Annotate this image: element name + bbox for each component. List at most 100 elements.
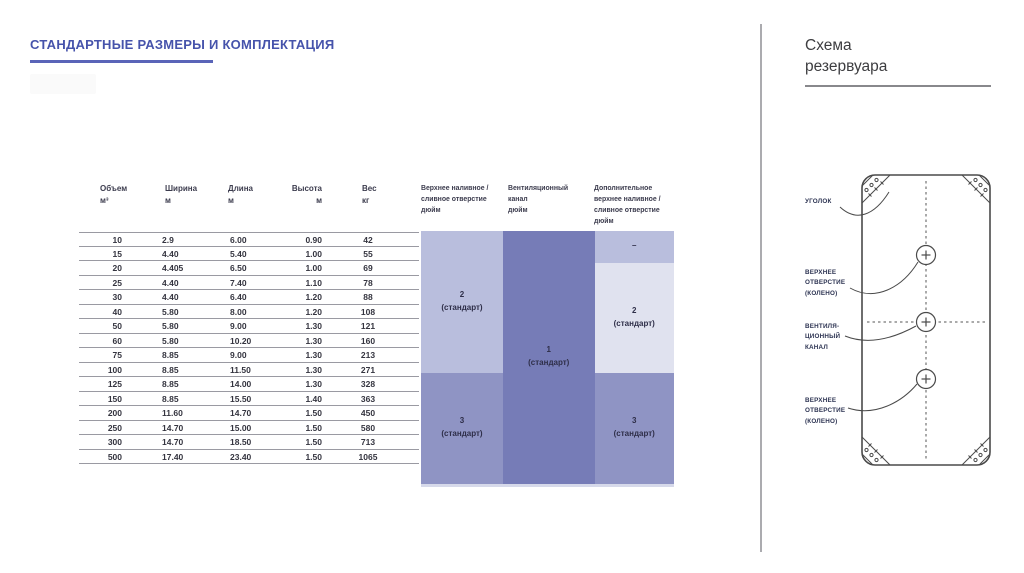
table-cell: 8.85	[162, 393, 179, 404]
table-row: 125 8.85 14.00 1.30 328	[79, 377, 419, 392]
table-cell: 60	[112, 335, 122, 346]
table-cell: 9.00	[230, 350, 247, 360]
table-cell: 11.60	[162, 408, 183, 418]
table-cell: 42	[363, 235, 373, 245]
fittings-column-header: Вентиляционный канал дюйм	[508, 185, 569, 215]
table-row: 100 8.85 11.50 1.30 271	[79, 363, 419, 377]
table-cell: 5.80	[162, 321, 179, 331]
title-underline-accent	[30, 60, 213, 63]
table-cell: 8.85	[162, 364, 179, 375]
table-cell: 1.40	[305, 393, 322, 404]
table-cell: 1.00	[305, 263, 322, 273]
table-cell: 1.50	[305, 437, 322, 447]
table-cell: 213	[360, 350, 376, 360]
table-cell: 250	[107, 422, 122, 433]
table-row: 75 8.85 9.00 1.30 213	[79, 348, 419, 363]
bottom-opening-icon	[915, 368, 937, 390]
table-cell: 15	[112, 248, 122, 259]
table-cell: 8.85	[162, 379, 179, 389]
table-row: 60 5.80 10.20 1.30 160	[79, 334, 419, 348]
table-cell: 1.20	[305, 306, 322, 317]
fittings-column-header: Верхнее наливное / сливное отверстие дюй…	[421, 185, 489, 215]
table-cell: 10.20	[230, 335, 252, 346]
fitting-standard-block: 3 (стандарт)	[594, 372, 674, 484]
table-column-header: Ширина м	[165, 184, 198, 205]
tank-diagram	[839, 174, 991, 466]
table-cell: 23.40	[230, 451, 252, 462]
table-cell: 2.9	[162, 235, 174, 245]
table-cell: 9.00	[230, 321, 247, 331]
callout-leader-lines	[839, 191, 919, 412]
diagram-title-underline	[805, 85, 991, 87]
table-row: 10 2.9 6.00 0.90 42	[79, 232, 419, 247]
table-row: 300 14.70 18.50 1.50 713	[79, 435, 419, 450]
table-cell: 5.40	[230, 248, 247, 259]
table-cell: 5.80	[162, 335, 179, 346]
table-cell: 30	[112, 292, 122, 302]
table-cell: 8.85	[162, 350, 179, 360]
table-cell: 15.50	[230, 393, 252, 404]
faint-logo-placeholder	[30, 74, 96, 94]
table-cell: 108	[360, 306, 376, 317]
table-cell: 1.20	[305, 292, 322, 302]
size-table: 10 2.9 6.00 0.90 42 15 4.40 5.40 1.00 55 20 4.405 6.…	[79, 232, 419, 464]
section-divider	[760, 24, 762, 552]
table-row: 250 14.70 15.00 1.50 580	[79, 421, 419, 435]
table-cell: 0.90	[305, 235, 322, 245]
table-row: 30 4.40 6.40 1.20 88	[79, 290, 419, 305]
table-column-header: Объем м³	[100, 184, 128, 205]
diagram-callout-label: ВЕРХНЕЕ ОТВЕРСТИЕ (КОЛЕНО)	[805, 397, 846, 425]
table-cell: 14.70	[230, 408, 252, 418]
table-cell: 10	[112, 235, 122, 245]
table-cell: 11.50	[230, 364, 251, 375]
fittings-bottom-strip	[421, 484, 674, 487]
table-cell: 50	[112, 321, 122, 331]
fitting-standard-block: –	[594, 230, 674, 263]
table-cell: 4.405	[162, 263, 184, 273]
table-cell: 328	[360, 379, 376, 389]
table-cell: 40	[112, 306, 122, 317]
table-cell: 150	[107, 393, 122, 404]
table-column-header: Вес кг	[362, 184, 377, 205]
top-opening-icon	[915, 244, 937, 266]
table-cell: 20	[112, 263, 122, 273]
fitting-standard-block: 1 (стандарт)	[503, 230, 595, 484]
table-cell: 6.00	[230, 235, 247, 245]
table-cell: 450	[360, 408, 376, 418]
table-cell: 78	[363, 277, 373, 288]
table-cell: 300	[107, 437, 122, 447]
table-cell: 75	[112, 350, 122, 360]
fitting-standard-block: 2 (стандарт)	[421, 230, 503, 373]
table-cell: 18.50	[230, 437, 252, 447]
table-cell: 1.30	[305, 350, 322, 360]
table-cell: 4.40	[162, 292, 179, 302]
table-cell: 200	[107, 408, 122, 418]
table-cell: 1.00	[305, 248, 322, 259]
table-cell: 6.40	[230, 292, 247, 302]
table-cell: 1.30	[305, 379, 322, 389]
table-row: 25 4.40 7.40 1.10 78	[79, 276, 419, 290]
table-column-header: Высота м	[291, 184, 322, 205]
table-cell: 5.80	[162, 306, 179, 317]
table-cell: 1.50	[305, 451, 322, 462]
table-cell: 25	[112, 277, 122, 288]
table-row: 15 4.40 5.40 1.00 55	[79, 247, 419, 261]
vent-channel-icon	[915, 311, 937, 333]
table-column-header: Длина м	[228, 184, 253, 205]
table-cell: 69	[363, 263, 373, 273]
diagram-callout-label: ВЕНТИЛЯ- ЦИОННЫЙ КАНАЛ	[805, 323, 841, 351]
table-row: 200 11.60 14.70 1.50 450	[79, 406, 419, 421]
table-cell: 7.40	[230, 277, 247, 288]
table-cell: 55	[363, 248, 373, 259]
table-cell: 1.30	[305, 321, 322, 331]
table-cell: 14.00	[230, 379, 252, 389]
table-cell: 88	[363, 292, 373, 302]
fitting-standard-block: 2 (стандарт)	[594, 262, 674, 373]
diagram-title: Схема резервуара	[805, 37, 888, 75]
table-row: 20 4.405 6.50 1.00 69	[79, 261, 419, 276]
table-cell: 4.40	[162, 277, 179, 288]
table-cell: 1.30	[305, 364, 322, 375]
page-title: СТАНДАРТНЫЕ РАЗМЕРЫ И КОМПЛЕКТАЦИЯ	[30, 37, 335, 52]
table-cell: 125	[107, 379, 122, 389]
